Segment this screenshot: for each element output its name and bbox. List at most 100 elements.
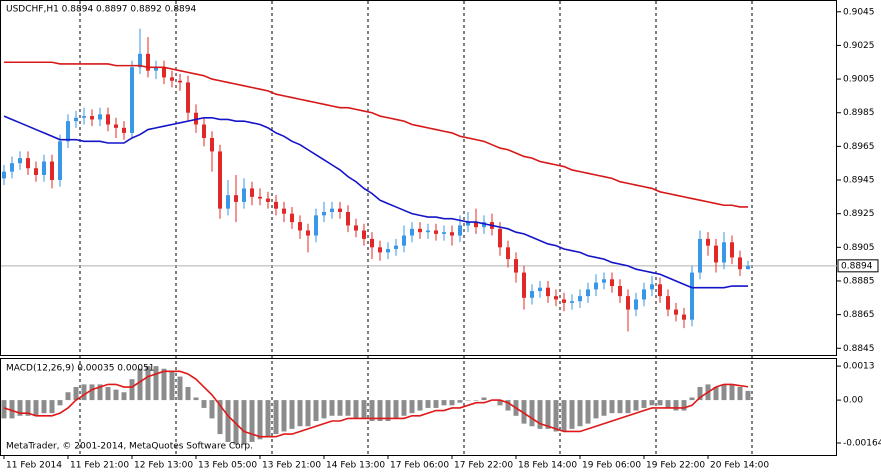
macd-bar [401,400,407,416]
moving-average [4,61,748,208]
candle-body [450,232,454,236]
macd-bar [177,376,183,401]
macd-bar [305,400,311,427]
candle-body [26,158,30,169]
candle-body [234,195,238,202]
macd-bar [313,400,319,422]
macd-bar [457,400,463,403]
candle-body [602,279,606,283]
candle-body [10,163,14,172]
candle-body [386,249,390,253]
macd-bar [249,400,255,442]
candle-body [546,287,550,297]
x-tick-label: 11 Feb 2014 [6,461,62,471]
macd-bar [377,400,383,422]
candle-body [674,309,678,315]
macd-bar [81,384,87,401]
macd-bar [721,384,727,401]
candle-body [410,228,414,236]
candle-body [210,137,214,152]
macd-bar [17,400,23,416]
candle-body [290,213,294,223]
candle-body [626,296,630,310]
macd-bar [689,397,695,401]
candle-body [2,171,6,179]
candle-body [74,117,78,122]
candle-body [362,230,366,239]
candle-body [458,225,462,236]
macd-bar [713,387,719,401]
candle-body [106,114,110,125]
candle-body [378,247,382,253]
y-tick-label: 0.9005 [843,75,875,85]
macd-bar [417,400,423,411]
candle-body [146,53,150,71]
macd-bar [73,387,79,401]
macd-bar [33,400,39,416]
macd-bar [361,400,367,419]
macd-bar [601,400,607,416]
last-price-label: 0.8894 [841,261,873,271]
candle-body [650,284,654,290]
macd-bar [1,400,7,419]
candle-body [154,67,158,71]
candle-body [330,208,334,212]
macd-bar [337,400,343,416]
macd-bar [9,400,15,419]
candle-body [418,228,422,233]
candle-body [186,82,190,113]
macd-bar [433,400,439,408]
moving-average [3,115,748,289]
macd-bar [505,400,511,411]
macd-bar [353,400,359,419]
macd-bar [57,400,63,406]
macd-bar [185,387,191,401]
macd-title: MACD(12,26,9) 0.00035 0.00051 [6,364,155,374]
x-tick-label: 11 Feb 21:00 [70,461,129,471]
candle-body [170,77,174,81]
candle-body [130,67,134,133]
main-panel [0,0,837,356]
candle-body [618,286,622,297]
macd-bar [481,397,487,401]
y-tick-label: 0.0013 [843,362,875,372]
candle-body [578,296,582,302]
candle-body [306,230,310,236]
x-tick-label: 12 Feb 13:00 [134,461,193,471]
macd-bar [65,392,71,401]
candle-body [506,247,510,260]
macd-bar [729,384,735,401]
macd-bar [209,400,215,419]
macd-bar [681,400,687,411]
candle-body [474,222,478,228]
y-tick-label: 0.9045 [843,7,875,17]
macd-bar [25,400,31,416]
macd-bar [617,400,623,414]
macd-bar [393,400,399,419]
candle-body [402,235,406,246]
x-tick-label: 19 Feb 06:00 [582,461,641,471]
macd-bar [385,400,391,422]
macd-bar [193,397,199,401]
candle-body [98,114,102,120]
macd-bar [273,400,279,435]
macd-bar [737,387,743,401]
candle-body [394,245,398,250]
macd-bar [545,400,551,429]
candle-body [122,127,126,133]
macd-bar [537,400,543,429]
candle-body [138,53,142,68]
candle-body [714,245,718,263]
macd-bar [577,400,583,427]
candle-body [58,141,62,181]
x-tick-label: 20 Feb 14:00 [710,461,769,471]
y-tick-label: 0.8985 [843,108,875,118]
candle-body [322,211,326,216]
macd-bar [449,400,455,406]
macd-bar [289,400,295,429]
macd-bar [241,400,247,445]
candle-body [426,230,430,233]
x-tick-label: 19 Feb 22:00 [646,461,705,471]
candle-body [658,284,662,297]
